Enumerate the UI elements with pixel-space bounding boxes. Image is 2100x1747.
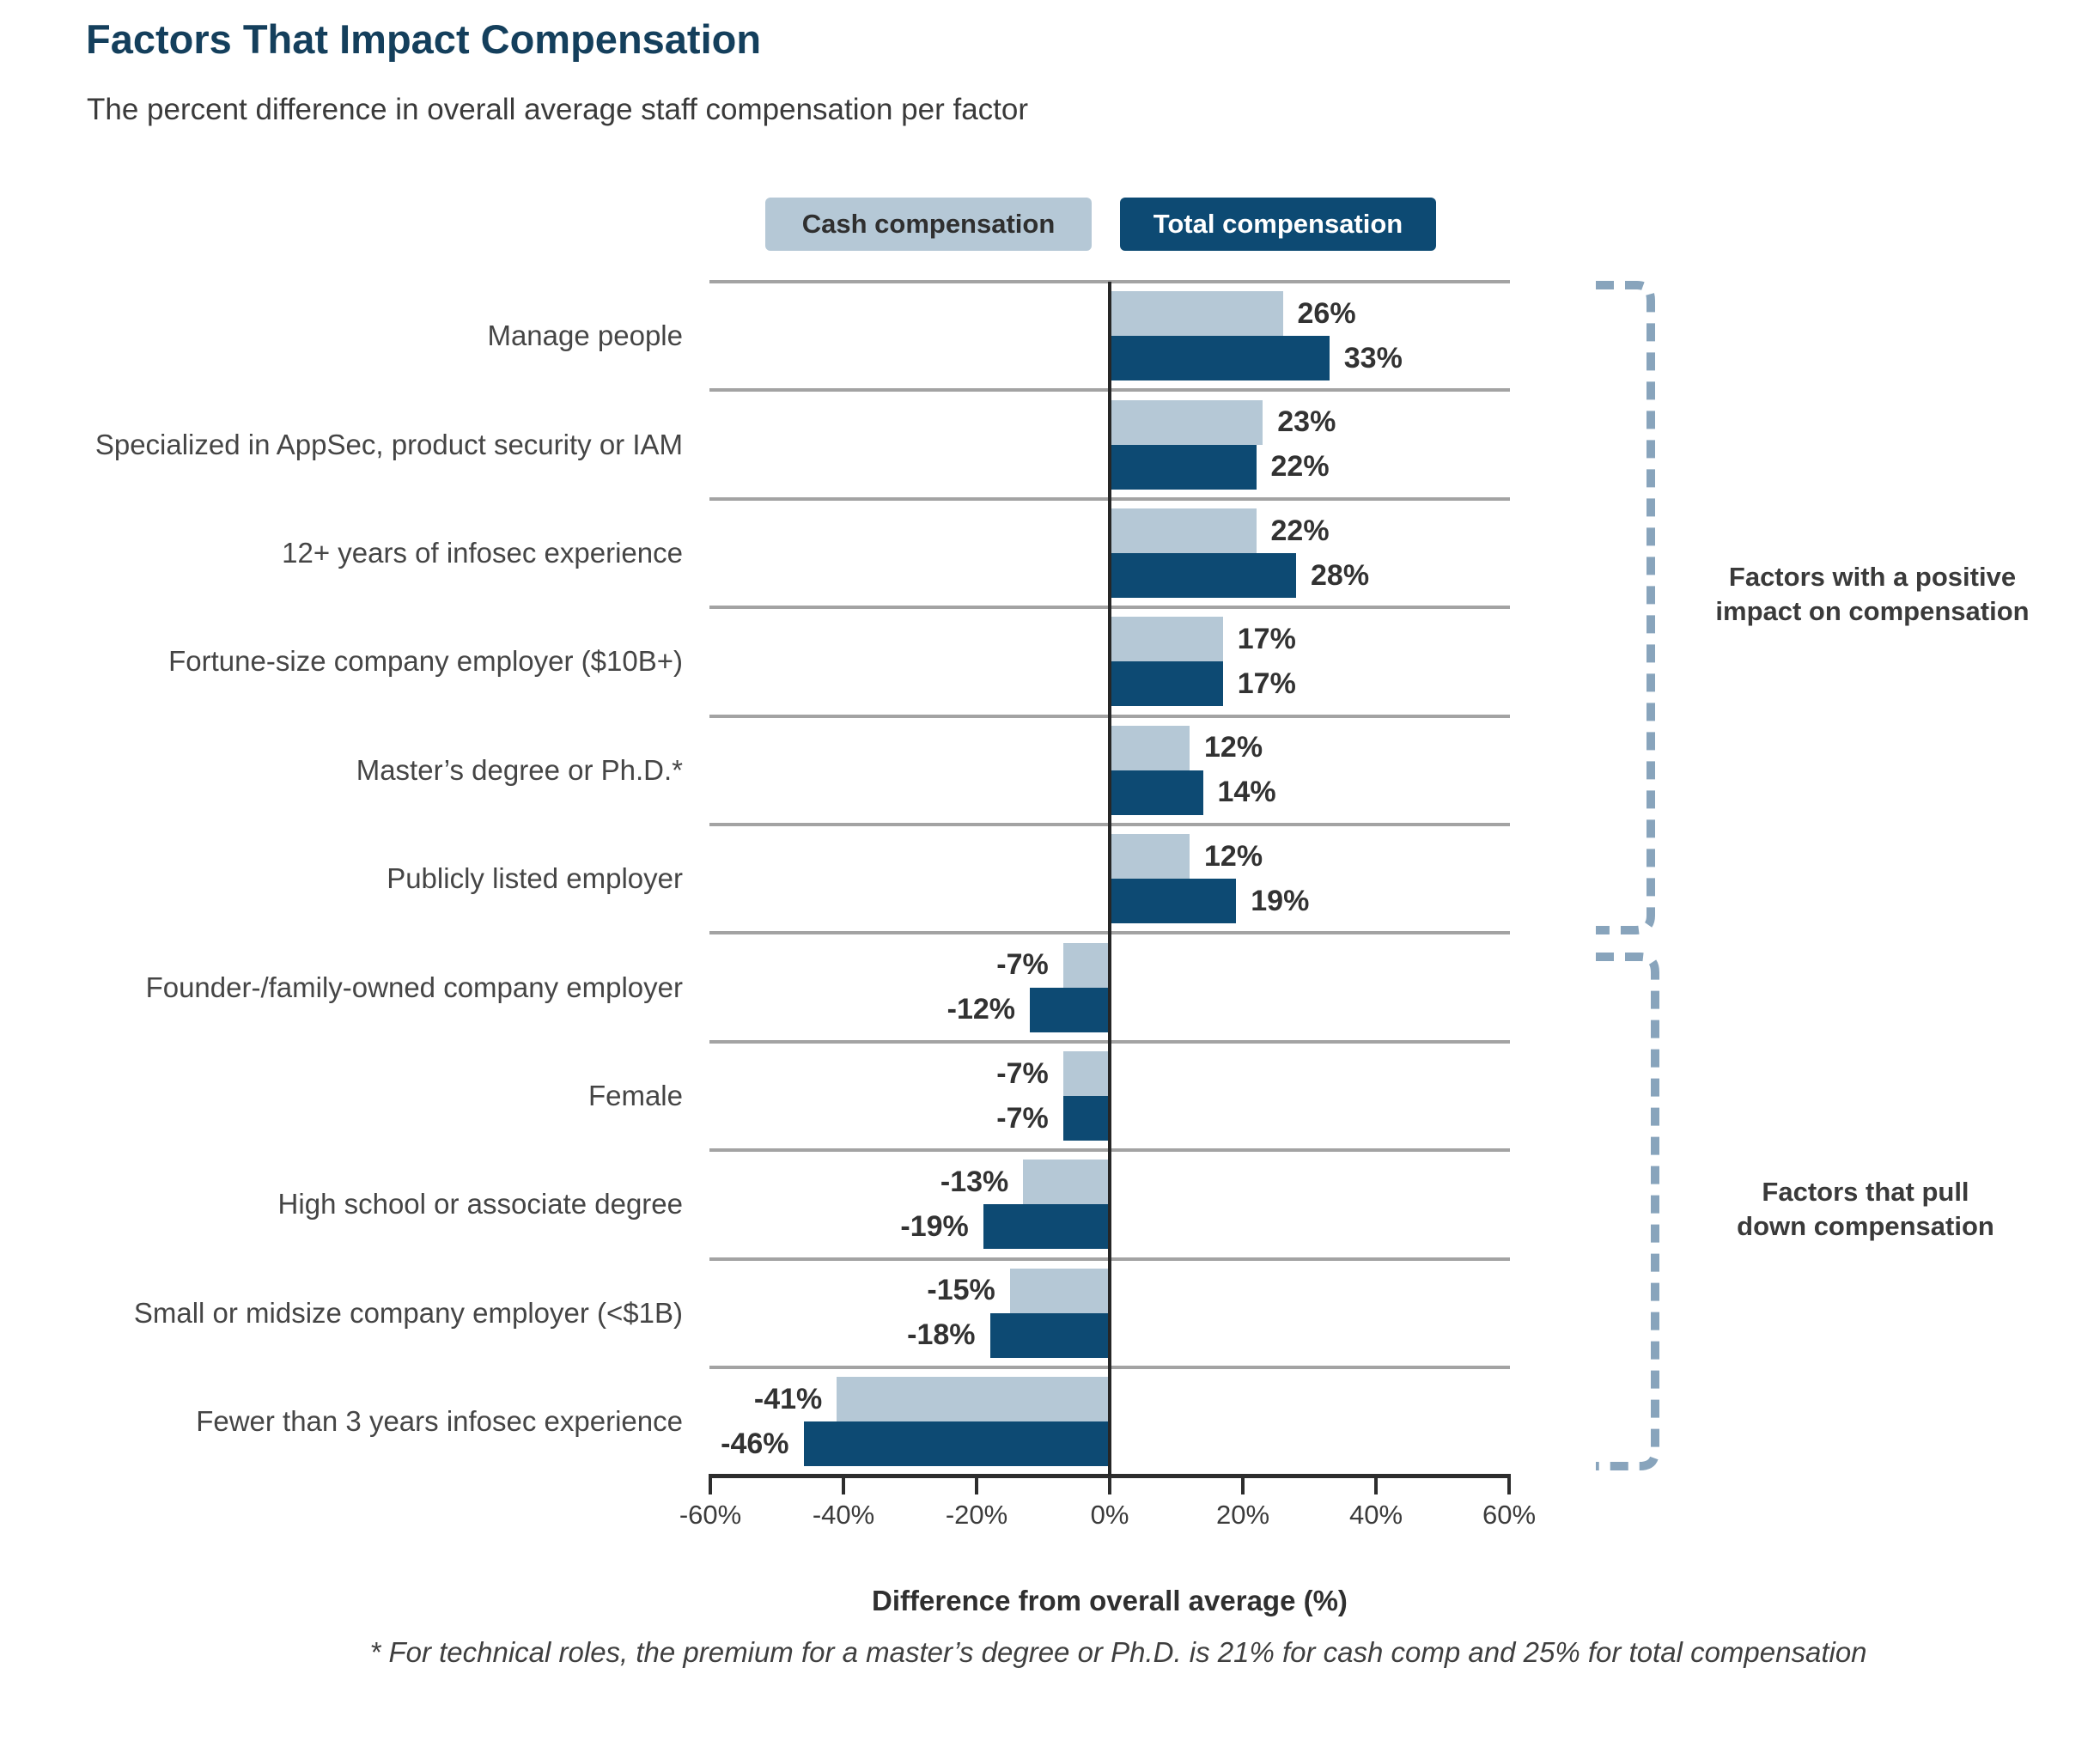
category-label: Specialized in AppSec, product security … [94,428,683,460]
negative-annotation: Factors that pull down compensation [1681,1175,2050,1244]
axis-tick [842,1476,845,1494]
positive-bracket [1596,281,1655,934]
cash-bar [1110,617,1223,662]
category-label: Small or midsize company employer (<$1B) [133,1296,683,1329]
category-label: Fewer than 3 years infosec experience [196,1405,683,1438]
negative-annotation-line1: Factors that pull [1762,1177,1969,1207]
legend-cash-chip: Cash compensation [765,198,1092,251]
cash-bar [1110,291,1283,337]
total-bar [803,1421,1110,1467]
cash-bar [1062,942,1110,988]
total-bar [1062,1096,1110,1141]
axis-tick-label: -60% [679,1500,742,1530]
total-value-label: 19% [1251,884,1310,917]
category-label: 12+ years of infosec experience [282,536,683,569]
total-value-label: -18% [907,1318,976,1352]
axis-tick [1108,1476,1111,1494]
chart-subtitle: The percent difference in overall averag… [87,93,1029,126]
axis-tick [975,1476,978,1494]
axis-tick-label: -20% [945,1500,1008,1530]
axis-tick-label: 40% [1348,1500,1403,1530]
total-value-label: 14% [1217,776,1276,809]
cash-value-label: 26% [1297,296,1356,330]
negative-annotation-line2: down compensation [1737,1211,1994,1241]
axis-tick [1507,1476,1511,1494]
total-value-label: -19% [900,1209,969,1243]
total-bar [1110,770,1203,815]
category-label: Master’s degree or Ph.D.* [356,753,683,786]
total-bar [983,1204,1110,1250]
total-bar [1110,336,1330,381]
total-bar [989,1312,1110,1358]
total-bar [1030,987,1110,1032]
category-label: Founder-/family-owned company employer [145,971,683,1003]
cash-bar [1110,725,1190,770]
cash-bar [1062,1051,1110,1096]
cash-bar [1009,1268,1110,1313]
positive-annotation-line2: impact on compensation [1715,596,2030,626]
axis-tick [1374,1476,1378,1494]
total-bar [1110,444,1257,490]
total-value-label: 17% [1237,667,1296,700]
footnote: * For technical roles, the premium for a… [369,1636,1867,1668]
total-bar [1110,661,1223,707]
legend-total-chip: Total compensation [1120,198,1436,251]
total-value-label: 28% [1311,558,1370,592]
cash-value-label: -7% [996,1056,1049,1090]
negative-bracket [1596,953,1659,1470]
cash-value-label: 17% [1237,622,1296,655]
total-value-label: 33% [1343,341,1403,374]
axis-tick-label: 20% [1215,1500,1270,1530]
category-label: Publicly listed employer [387,862,683,895]
axis-tick [1241,1476,1245,1494]
cash-bar [1110,399,1263,445]
cash-value-label: -15% [927,1274,995,1307]
positive-annotation: Factors with a positive impact on compen… [1688,560,2057,629]
cash-value-label: -13% [940,1165,1009,1198]
positive-annotation-line1: Factors with a positive [1728,562,2017,592]
cash-value-label: 12% [1204,731,1263,764]
axis-tick-label: 60% [1482,1500,1537,1530]
total-value-label: -12% [947,993,1015,1026]
axis-tick-label: 0% [1090,1500,1129,1530]
cash-value-label: -41% [753,1382,823,1415]
chart-title: Factors That Impact Compensation [86,16,762,62]
total-value-label: -7% [996,1101,1049,1135]
cash-value-label: 12% [1204,839,1263,873]
cash-value-label: -7% [996,948,1049,982]
category-label: Female [587,1079,683,1111]
total-bar [1110,879,1237,924]
total-value-label: 22% [1270,450,1330,484]
zero-axis-line [1108,282,1111,1476]
x-axis-line [709,1474,1511,1478]
x-axis-title: Difference from overall average (%) [872,1585,1348,1616]
cash-bar [1110,508,1257,553]
axis-tick [709,1476,712,1494]
cash-bar [837,1377,1110,1422]
category-label: Manage people [487,320,683,352]
cash-bar [1110,834,1190,880]
axis-tick-label: -40% [812,1500,875,1530]
cash-value-label: 22% [1270,514,1330,547]
category-label: Fortune-size company employer ($10B+) [168,645,683,678]
cash-value-label: 23% [1277,405,1336,439]
category-label: High school or associate degree [277,1188,683,1220]
cash-bar [1023,1160,1110,1205]
total-bar [1110,553,1296,598]
total-value-label: -46% [721,1427,789,1460]
